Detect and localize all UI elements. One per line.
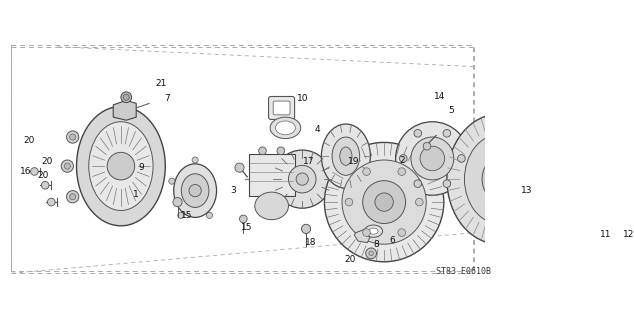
Circle shape	[70, 194, 75, 200]
Text: 15: 15	[242, 223, 253, 232]
Circle shape	[414, 130, 422, 137]
Circle shape	[443, 180, 451, 188]
Circle shape	[121, 92, 132, 103]
Circle shape	[235, 163, 244, 172]
Circle shape	[207, 212, 212, 219]
Circle shape	[443, 130, 451, 137]
Circle shape	[169, 178, 175, 184]
Circle shape	[107, 152, 134, 180]
Ellipse shape	[270, 117, 301, 139]
Text: 3: 3	[231, 186, 236, 195]
Ellipse shape	[321, 124, 370, 188]
Ellipse shape	[340, 147, 352, 165]
Circle shape	[173, 197, 182, 207]
Text: 14: 14	[434, 92, 445, 101]
Circle shape	[189, 185, 201, 197]
Circle shape	[399, 155, 407, 162]
Circle shape	[396, 122, 469, 195]
Circle shape	[398, 168, 406, 175]
Circle shape	[420, 146, 444, 171]
Ellipse shape	[555, 135, 577, 223]
Text: 4: 4	[314, 125, 320, 134]
Circle shape	[30, 168, 38, 175]
Ellipse shape	[174, 164, 217, 217]
Ellipse shape	[332, 137, 359, 175]
Circle shape	[41, 181, 49, 189]
Circle shape	[67, 191, 79, 203]
FancyBboxPatch shape	[273, 101, 290, 115]
Circle shape	[398, 229, 406, 236]
Ellipse shape	[482, 158, 515, 201]
Circle shape	[302, 224, 311, 234]
Circle shape	[123, 94, 129, 100]
Text: 20: 20	[23, 136, 35, 145]
Circle shape	[70, 134, 75, 140]
Circle shape	[415, 198, 423, 206]
Text: 18: 18	[305, 238, 316, 247]
Text: 8: 8	[373, 240, 379, 249]
Circle shape	[288, 165, 316, 193]
Text: ST83 E0610B: ST83 E0610B	[436, 267, 491, 276]
Text: 17: 17	[304, 157, 315, 166]
Circle shape	[325, 142, 444, 262]
Circle shape	[192, 157, 198, 163]
Ellipse shape	[365, 225, 382, 237]
Circle shape	[61, 160, 74, 172]
Circle shape	[273, 150, 332, 208]
Text: 20: 20	[37, 171, 49, 180]
Circle shape	[342, 160, 426, 244]
Circle shape	[411, 137, 454, 180]
Circle shape	[375, 193, 393, 211]
Ellipse shape	[465, 135, 533, 223]
FancyBboxPatch shape	[269, 97, 295, 119]
Circle shape	[502, 106, 514, 118]
Text: 10: 10	[297, 94, 308, 103]
Text: 5: 5	[449, 106, 455, 115]
Circle shape	[423, 142, 431, 150]
Circle shape	[259, 147, 266, 155]
Ellipse shape	[255, 192, 288, 220]
Polygon shape	[354, 229, 371, 243]
Text: 16: 16	[20, 167, 32, 176]
Text: 12: 12	[623, 230, 634, 239]
Circle shape	[369, 251, 373, 256]
Ellipse shape	[447, 114, 551, 244]
Text: 15: 15	[181, 211, 193, 220]
Circle shape	[67, 131, 79, 143]
Ellipse shape	[181, 174, 209, 207]
FancyBboxPatch shape	[249, 154, 295, 196]
Ellipse shape	[77, 107, 165, 226]
Text: 21: 21	[155, 79, 166, 88]
Text: 19: 19	[348, 157, 359, 166]
Circle shape	[363, 181, 406, 223]
Text: 6: 6	[389, 236, 394, 245]
Text: 9: 9	[139, 163, 145, 172]
Ellipse shape	[562, 160, 571, 198]
Text: 1: 1	[133, 190, 138, 199]
Circle shape	[366, 248, 377, 259]
Circle shape	[178, 212, 184, 219]
Text: 20: 20	[42, 157, 53, 166]
Circle shape	[296, 173, 308, 185]
Circle shape	[363, 168, 370, 175]
Ellipse shape	[369, 228, 378, 234]
Circle shape	[277, 147, 285, 155]
Text: 11: 11	[600, 230, 612, 239]
Circle shape	[577, 173, 589, 185]
Ellipse shape	[275, 121, 295, 135]
Circle shape	[240, 215, 247, 223]
Circle shape	[345, 198, 353, 206]
Circle shape	[64, 163, 70, 169]
Text: 2: 2	[399, 156, 404, 164]
Text: 7: 7	[164, 94, 170, 103]
Circle shape	[458, 155, 465, 162]
Circle shape	[363, 229, 370, 236]
Ellipse shape	[89, 122, 153, 211]
Circle shape	[414, 180, 422, 188]
Text: 13: 13	[521, 186, 532, 195]
Text: 20: 20	[345, 255, 356, 264]
Circle shape	[48, 198, 55, 206]
Polygon shape	[113, 100, 136, 120]
